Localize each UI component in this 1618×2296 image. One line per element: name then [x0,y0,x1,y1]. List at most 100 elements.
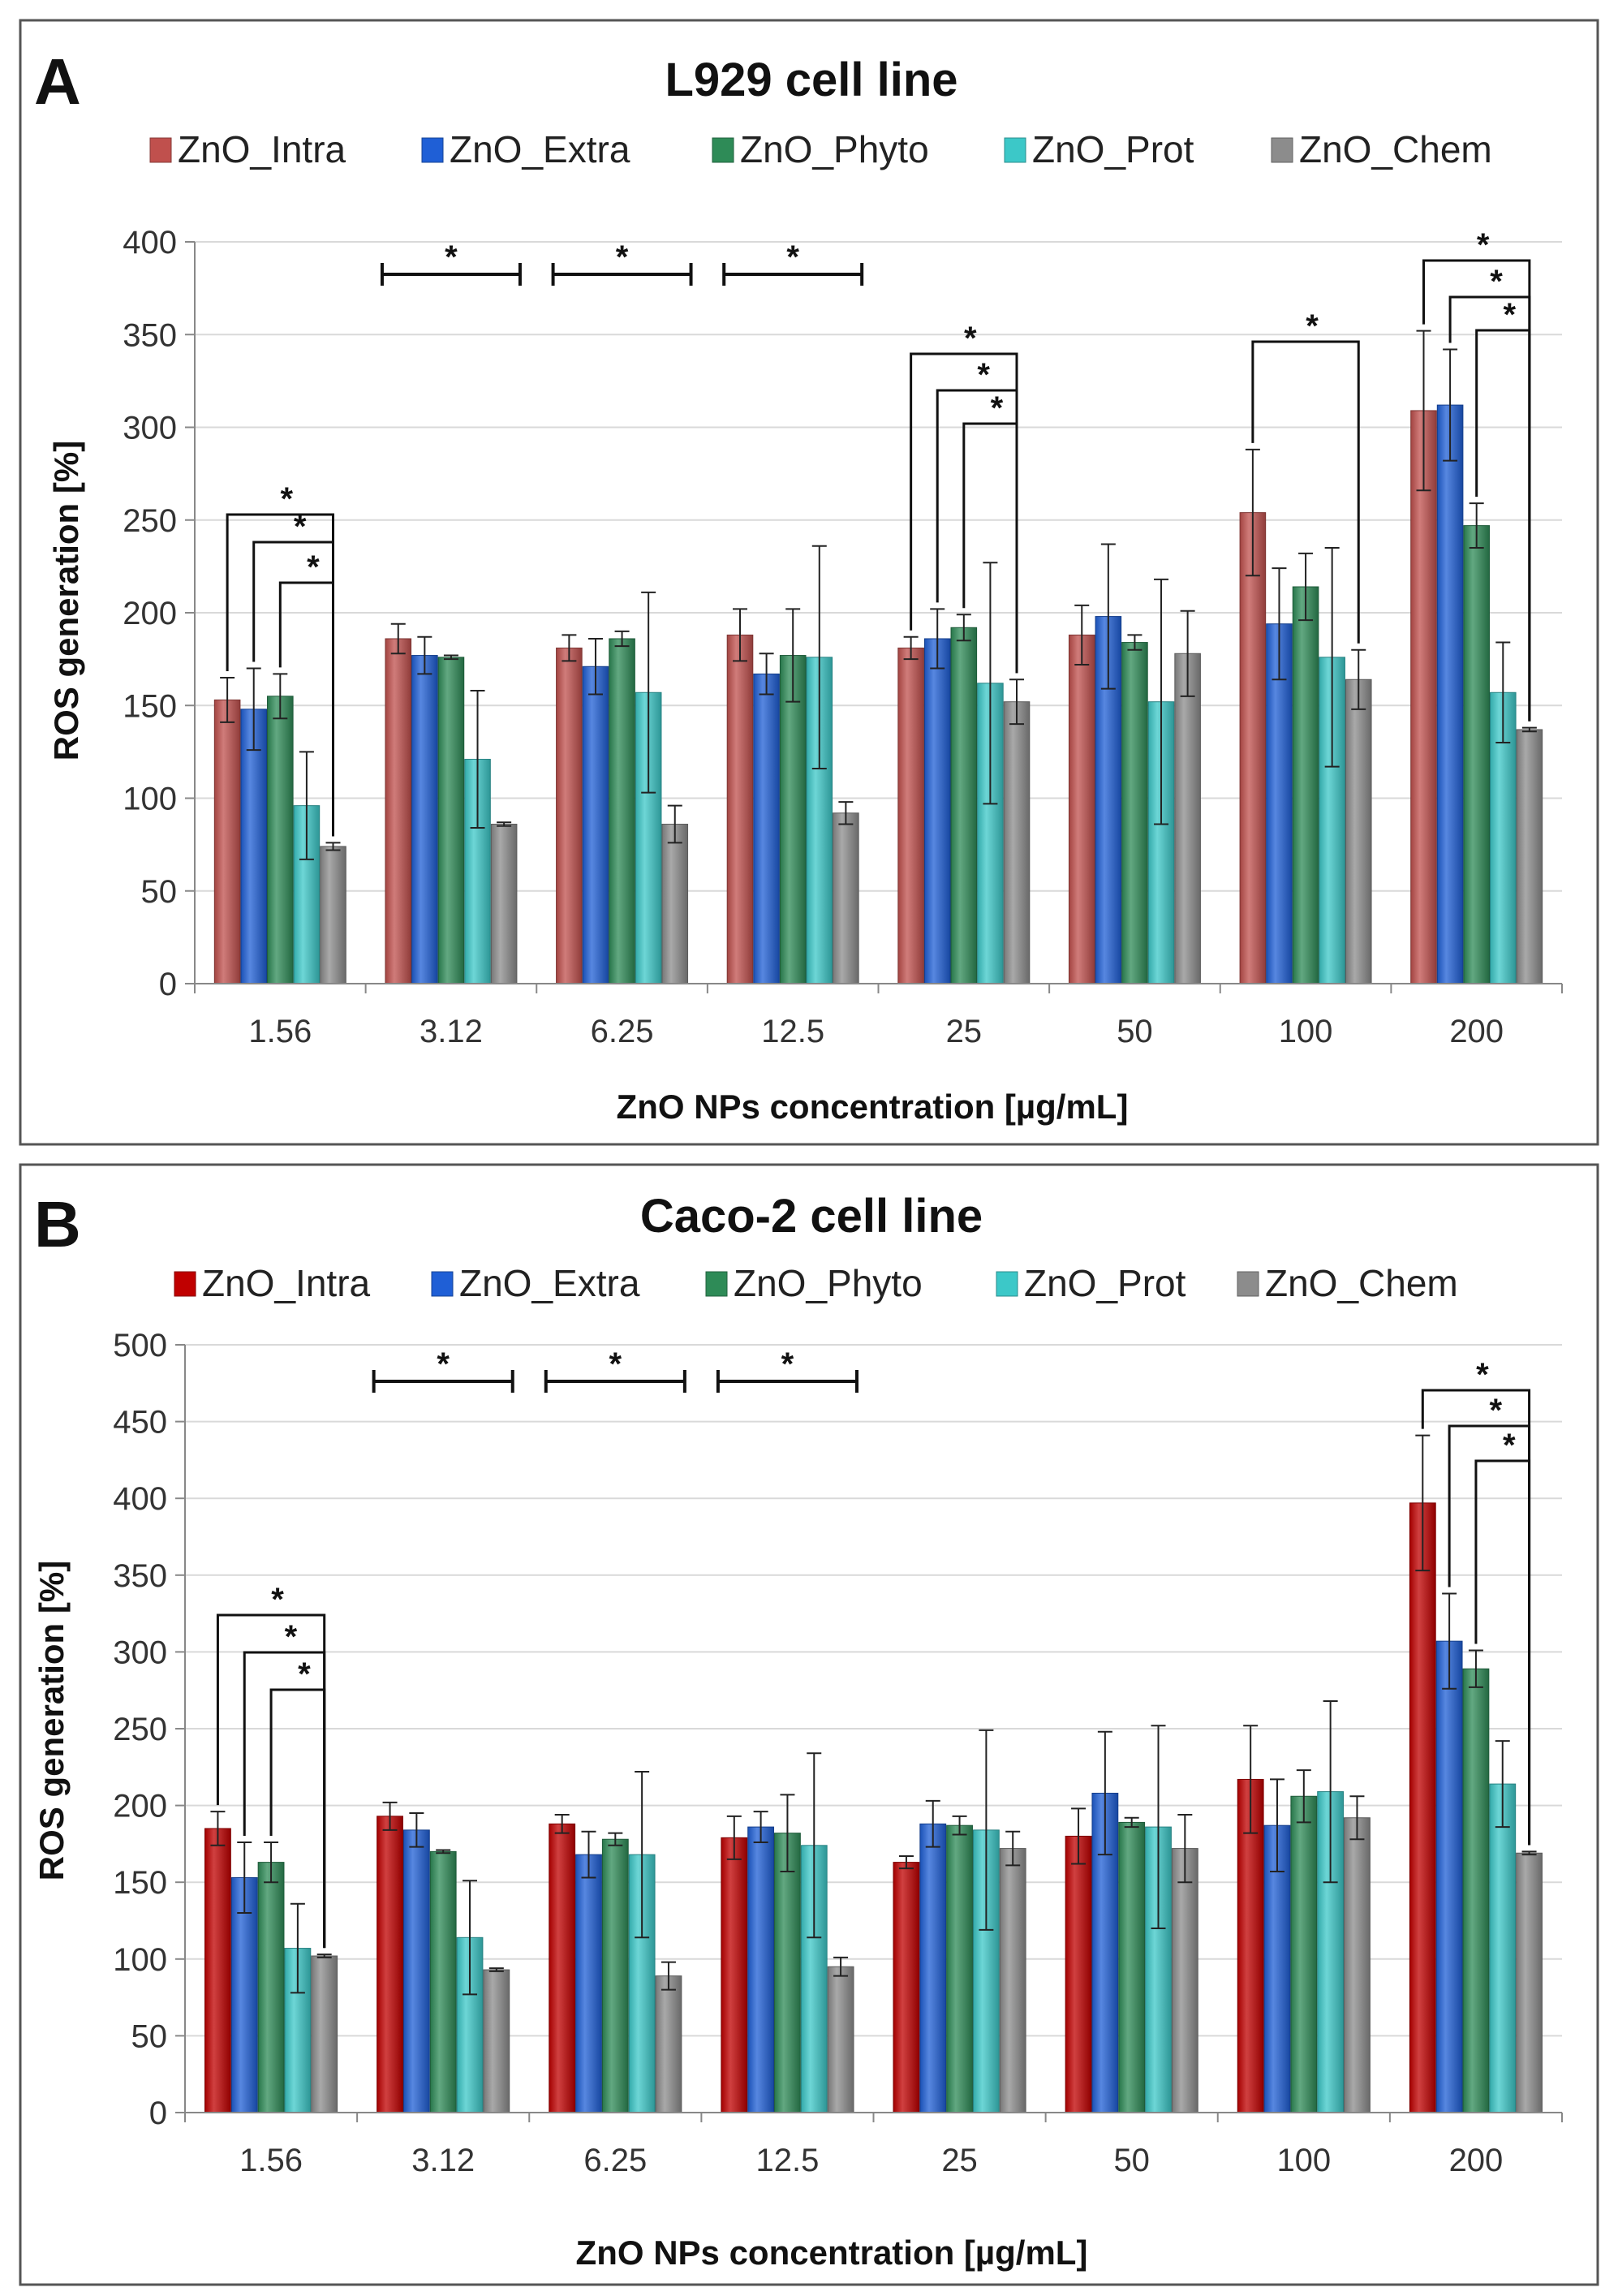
significance-star: * [1503,297,1516,333]
significance-bracket-line [1251,340,1360,644]
bar-zno-intra-12.5 [721,1837,748,2113]
x-tick-label: 1.56 [248,1014,312,1049]
significance-bracket-line [962,422,1018,674]
legend-item-zno-prot: ZnO_Prot [996,1262,1186,1304]
significance-star: * [1490,264,1503,299]
legend-label: ZnO_Prot [1032,128,1194,170]
bar-zno-phyto-25 [946,1824,973,2113]
y-tick-label: 300 [123,411,177,446]
y-tick-label: 350 [113,1558,167,1594]
x-tick-label: 200 [1449,1014,1504,1049]
x-tick-label: 50 [1117,1014,1153,1049]
error-bar [608,1832,623,1846]
legend-item-zno-prot: ZnO_Prot [1004,128,1194,170]
bar-zno-phyto-100 [1290,1795,1318,2113]
legend-item-zno-phyto: ZnO_Phyto [705,1262,923,1304]
error-bar [780,1794,795,1872]
error-bar [220,676,235,723]
y-tick-label: 250 [123,503,177,539]
panel-b: B Caco-2 cell line ZnO_Intra ZnO_Extra ZnO… [19,1163,1599,2286]
legend-label: ZnO_Phyto [740,128,929,170]
panel-a-x-axis-label: ZnO NPs concentration [µg/mL] [617,1088,1129,1126]
bar-zno-chem-3.12 [483,1969,510,2113]
error-bar [1495,1740,1510,1829]
bar-zno-chem-100 [1345,678,1372,984]
bar-zno-phyto-200 [1463,525,1490,984]
error-bar [661,1961,676,1991]
significance-star: * [285,1619,298,1655]
error-bar [382,1801,398,1831]
error-bar [1009,678,1024,726]
significance-range: * [372,1346,514,1393]
bar-zno-intra-25 [893,1862,920,2113]
error-bar [753,1811,768,1844]
error-bar [1005,1830,1021,1867]
x-tick-label: 100 [1276,2143,1331,2178]
error-bar [1154,578,1169,825]
error-bar [898,1855,914,1870]
bar-zno-phyto-50 [1121,642,1148,984]
error-bar [1468,1649,1483,1688]
error-bar [1243,1725,1259,1834]
significance-range: * [544,1346,686,1393]
bar-zno-phyto-25 [950,627,978,984]
error-bar [1416,330,1431,492]
error-bar [587,637,603,696]
x-tick-label: 25 [946,1014,983,1049]
bar-zno-intra-3.12 [385,638,412,984]
significance-star: * [1476,1357,1489,1393]
error-bar [1272,567,1287,681]
x-tick-label: 3.12 [411,2143,475,2178]
bar-zno-intra-3.12 [377,1816,403,2113]
x-tick-label: 12.5 [761,1014,824,1049]
error-bar [325,842,341,851]
bar-zno-phyto-200 [1462,1668,1490,2113]
error-bar [1495,641,1511,743]
bar-zno-intra-25 [897,647,924,984]
significance-star: * [307,549,320,585]
y-tick-label: 300 [113,1635,167,1670]
error-bar [641,591,656,794]
x-tick-label: 50 [1113,2143,1150,2178]
bar-zno-chem-50 [1171,1848,1198,2113]
bar-zno-intra-6.25 [549,1823,576,2113]
panel-a-y-ticks: 0 50 100 150 200 250 300 350 400 [123,225,196,1002]
error-bar [1074,604,1090,666]
bar-zno-extra-100 [1266,623,1293,984]
bar-zno-extra-25 [923,638,951,984]
error-bar [316,1954,332,1958]
bar-zno-chem-12.5 [833,812,859,984]
y-tick-label: 250 [113,1712,167,1747]
y-tick-label: 50 [131,2018,168,2054]
error-bar [614,630,630,648]
error-bar [733,608,747,662]
error-bar [833,1956,849,1977]
y-tick-label: 0 [149,2096,167,2131]
bar-zno-phyto-1.56 [267,696,294,984]
error-bar [246,667,261,752]
legend-swatch [149,137,172,163]
bar-zno-extra-100 [1263,1824,1291,2113]
x-tick-label: 6.25 [583,2143,647,2178]
error-bar [1177,1813,1193,1884]
legend-item-zno-chem: ZnO_Chem [1237,1262,1458,1304]
panel-b-x-axis-label: ZnO NPs concentration [µg/mL] [576,2234,1088,2272]
legend-swatch [1271,137,1293,163]
legend-label: ZnO_Chem [1299,128,1492,170]
error-bar [470,689,485,829]
bar-zno-phyto-50 [1118,1821,1146,2113]
y-tick-label: 400 [113,1481,167,1517]
bar-zno-chem-12.5 [827,1966,854,2113]
bar-zno-extra-3.12 [411,655,438,984]
legend-swatch [431,1271,454,1297]
bar-zno-phyto-100 [1292,586,1319,984]
bar-zno-intra-6.25 [556,647,583,984]
panel-b-frame [19,1163,1599,2286]
error-bar [667,804,682,844]
bar-zno-extra-25 [919,1823,947,2113]
legend-label: ZnO_Extra [459,1262,640,1304]
error-bar [273,673,288,720]
error-bar [1296,1769,1311,1824]
error-bar [1469,502,1484,549]
